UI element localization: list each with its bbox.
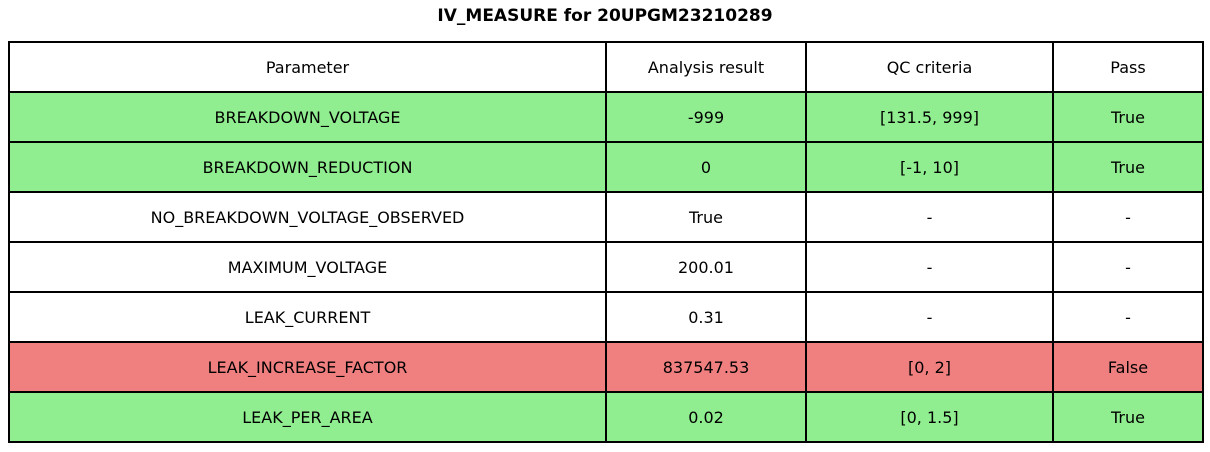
cell-analysis-result: 200.01 xyxy=(605,241,807,293)
table-row: NO_BREAKDOWN_VOLTAGE_OBSERVED True - - xyxy=(8,191,1204,243)
cell-qc-criteria: - xyxy=(805,191,1054,243)
column-header-qc-criteria: QC criteria xyxy=(805,41,1054,93)
table-row: MAXIMUM_VOLTAGE 200.01 - - xyxy=(8,241,1204,293)
table-row: LEAK_CURRENT 0.31 - - xyxy=(8,291,1204,343)
cell-pass: False xyxy=(1052,341,1204,393)
cell-qc-criteria: [131.5, 999] xyxy=(805,91,1054,143)
cell-analysis-result: True xyxy=(605,191,807,243)
table-row: LEAK_INCREASE_FACTOR 837547.53 [0, 2] Fa… xyxy=(8,341,1204,393)
cell-parameter: BREAKDOWN_VOLTAGE xyxy=(8,91,607,143)
cell-parameter: NO_BREAKDOWN_VOLTAGE_OBSERVED xyxy=(8,191,607,243)
column-header-parameter: Parameter xyxy=(8,41,607,93)
cell-analysis-result: -999 xyxy=(605,91,807,143)
table-row: LEAK_PER_AREA 0.02 [0, 1.5] True xyxy=(8,391,1204,443)
cell-pass: True xyxy=(1052,91,1204,143)
cell-pass: True xyxy=(1052,141,1204,193)
table-row: BREAKDOWN_REDUCTION 0 [-1, 10] True xyxy=(8,141,1204,193)
cell-analysis-result: 837547.53 xyxy=(605,341,807,393)
cell-analysis-result: 0.31 xyxy=(605,291,807,343)
qc-results-table: Parameter Analysis result QC criteria Pa… xyxy=(8,41,1204,443)
cell-parameter: LEAK_INCREASE_FACTOR xyxy=(8,341,607,393)
cell-pass: - xyxy=(1052,241,1204,293)
table-header-row: Parameter Analysis result QC criteria Pa… xyxy=(8,41,1204,93)
cell-parameter: LEAK_CURRENT xyxy=(8,291,607,343)
column-header-analysis-result: Analysis result xyxy=(605,41,807,93)
cell-qc-criteria: - xyxy=(805,291,1054,343)
table-row: BREAKDOWN_VOLTAGE -999 [131.5, 999] True xyxy=(8,91,1204,143)
cell-qc-criteria: [-1, 10] xyxy=(805,141,1054,193)
page-title: IV_MEASURE for 20UPGM23210289 xyxy=(437,6,773,26)
cell-qc-criteria: [0, 2] xyxy=(805,341,1054,393)
cell-analysis-result: 0 xyxy=(605,141,807,193)
column-header-pass: Pass xyxy=(1052,41,1204,93)
cell-pass: - xyxy=(1052,191,1204,243)
cell-analysis-result: 0.02 xyxy=(605,391,807,443)
cell-qc-criteria: [0, 1.5] xyxy=(805,391,1054,443)
cell-pass: - xyxy=(1052,291,1204,343)
cell-qc-criteria: - xyxy=(805,241,1054,293)
cell-parameter: MAXIMUM_VOLTAGE xyxy=(8,241,607,293)
cell-pass: True xyxy=(1052,391,1204,443)
cell-parameter: LEAK_PER_AREA xyxy=(8,391,607,443)
cell-parameter: BREAKDOWN_REDUCTION xyxy=(8,141,607,193)
